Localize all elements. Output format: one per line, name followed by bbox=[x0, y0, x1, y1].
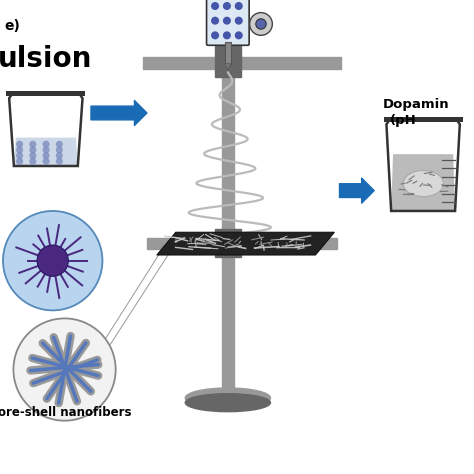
Bar bbox=[225, 43, 231, 64]
Bar bbox=[143, 57, 341, 69]
Circle shape bbox=[29, 146, 36, 154]
Circle shape bbox=[224, 18, 230, 24]
Ellipse shape bbox=[403, 171, 444, 197]
Circle shape bbox=[16, 146, 23, 154]
Circle shape bbox=[43, 141, 50, 148]
Circle shape bbox=[56, 158, 63, 165]
Circle shape bbox=[29, 141, 36, 148]
Circle shape bbox=[224, 32, 230, 39]
Circle shape bbox=[16, 158, 23, 165]
Ellipse shape bbox=[185, 394, 271, 412]
Circle shape bbox=[224, 3, 230, 9]
Circle shape bbox=[43, 152, 50, 159]
Circle shape bbox=[250, 13, 273, 36]
Bar bbox=[222, 19, 234, 403]
Circle shape bbox=[236, 18, 242, 24]
Circle shape bbox=[37, 245, 68, 276]
Bar bbox=[215, 229, 241, 257]
Bar bbox=[147, 238, 337, 249]
Text: e): e) bbox=[4, 19, 20, 33]
Circle shape bbox=[13, 319, 116, 420]
Circle shape bbox=[29, 152, 36, 159]
Ellipse shape bbox=[185, 388, 271, 408]
Circle shape bbox=[212, 3, 219, 9]
Circle shape bbox=[16, 152, 23, 159]
Polygon shape bbox=[14, 137, 78, 166]
Text: (pH: (pH bbox=[390, 114, 417, 128]
Bar bbox=[383, 117, 463, 122]
FancyBboxPatch shape bbox=[207, 0, 249, 46]
Text: ore-shell nanofibers: ore-shell nanofibers bbox=[0, 406, 132, 419]
Bar bbox=[6, 91, 85, 96]
Circle shape bbox=[43, 158, 50, 165]
Bar bbox=[215, 46, 241, 77]
Text: ulsion: ulsion bbox=[0, 46, 92, 73]
Circle shape bbox=[236, 3, 242, 9]
Circle shape bbox=[3, 211, 102, 310]
Circle shape bbox=[29, 158, 36, 165]
Circle shape bbox=[212, 32, 219, 39]
Polygon shape bbox=[391, 154, 455, 211]
Circle shape bbox=[56, 146, 63, 154]
Polygon shape bbox=[157, 232, 334, 255]
Circle shape bbox=[43, 146, 50, 154]
Text: Dopamin: Dopamin bbox=[383, 98, 450, 111]
Circle shape bbox=[256, 19, 266, 29]
Circle shape bbox=[16, 141, 23, 148]
Circle shape bbox=[56, 141, 63, 148]
Circle shape bbox=[212, 18, 219, 24]
Circle shape bbox=[236, 32, 242, 39]
Circle shape bbox=[56, 152, 63, 159]
Polygon shape bbox=[225, 64, 231, 70]
